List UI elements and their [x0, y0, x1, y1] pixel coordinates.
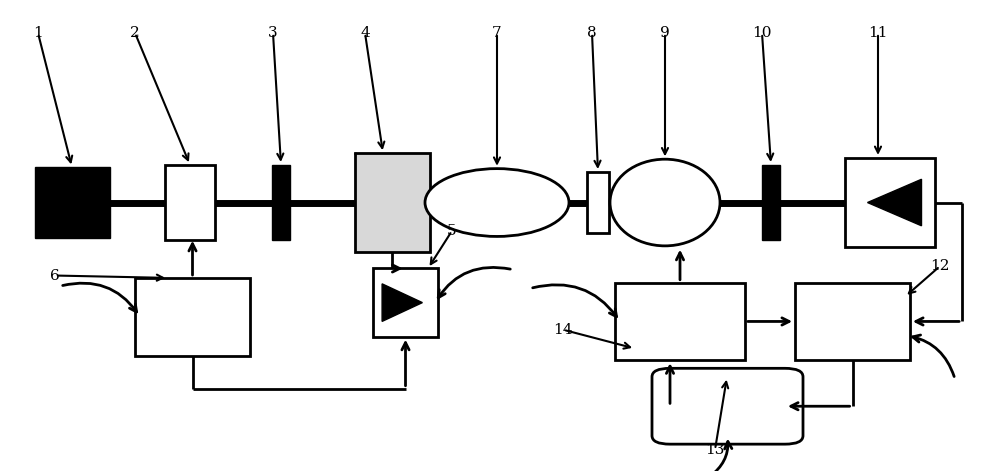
Text: 14: 14: [553, 323, 573, 337]
Polygon shape: [382, 284, 422, 321]
Text: 8: 8: [587, 26, 597, 40]
Bar: [845, 158, 935, 247]
Text: 13: 13: [705, 443, 725, 457]
Bar: [165, 165, 215, 240]
Text: 9: 9: [660, 26, 670, 40]
Text: 3: 3: [268, 26, 278, 40]
FancyBboxPatch shape: [652, 368, 803, 444]
Text: 1: 1: [33, 26, 43, 40]
Circle shape: [425, 169, 569, 236]
Bar: [795, 283, 910, 360]
Polygon shape: [867, 179, 922, 226]
Bar: [355, 153, 430, 252]
Bar: [35, 167, 110, 238]
Text: 10: 10: [752, 26, 772, 40]
Text: 11: 11: [868, 26, 888, 40]
Text: 4: 4: [360, 26, 370, 40]
Text: 2: 2: [130, 26, 140, 40]
Bar: [135, 278, 250, 356]
Ellipse shape: [610, 159, 720, 246]
Text: 6: 6: [50, 268, 60, 283]
Bar: [272, 165, 290, 240]
Text: 5: 5: [447, 224, 457, 238]
Bar: [615, 283, 745, 360]
Text: 7: 7: [492, 26, 502, 40]
Bar: [762, 165, 780, 240]
Bar: [373, 268, 438, 337]
Text: 12: 12: [930, 259, 950, 273]
Bar: [587, 172, 609, 233]
